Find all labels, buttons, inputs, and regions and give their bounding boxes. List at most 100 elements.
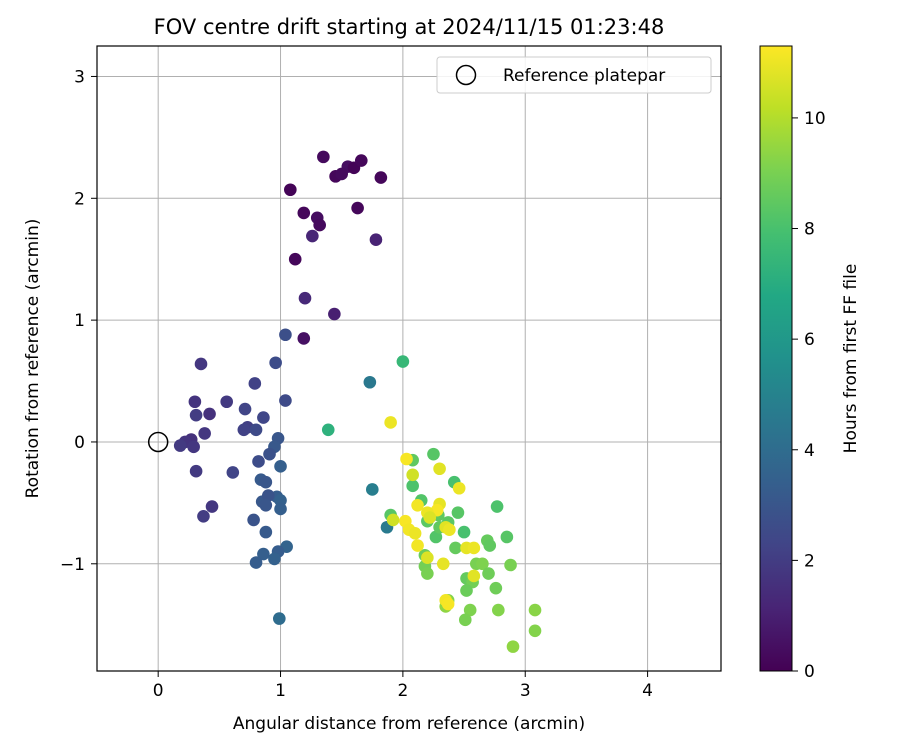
data-point (351, 201, 364, 215)
data-point (328, 307, 341, 321)
data-point (528, 624, 542, 638)
data-point (238, 402, 252, 416)
data-point (288, 252, 302, 266)
data-point (458, 613, 472, 627)
legend-entry-label: Reference platepar (503, 66, 665, 86)
data-point (354, 154, 368, 167)
data-point (297, 206, 311, 220)
colorbar-tick-label: 8 (804, 220, 815, 240)
data-point (249, 556, 263, 569)
data-point (226, 466, 240, 479)
data-point (427, 447, 440, 461)
y-tick-label: 2 (74, 189, 85, 209)
data-point (467, 569, 481, 583)
data-point (261, 489, 275, 502)
y-tick-label: 3 (74, 67, 85, 87)
data-point (198, 427, 211, 440)
data-point (259, 525, 273, 539)
colorbar-tick-label: 6 (804, 330, 815, 350)
data-point (189, 408, 203, 422)
data-point (173, 439, 187, 452)
legend-box (436, 56, 712, 94)
data-point (249, 423, 263, 437)
data-point (263, 447, 276, 461)
plot-area-frame (96, 45, 722, 672)
data-point (269, 356, 282, 370)
x-tick-label: 0 (153, 681, 164, 701)
data-point (441, 597, 455, 611)
data-point (460, 584, 473, 597)
data-point (321, 423, 335, 437)
data-point (247, 513, 260, 527)
data-point (188, 395, 202, 409)
data-point (500, 530, 514, 544)
data-point (374, 171, 388, 184)
legend-marker (455, 64, 477, 86)
data-point (313, 218, 326, 232)
data-point (490, 500, 504, 513)
data-point (386, 513, 400, 527)
reference-layer (147, 431, 169, 453)
data-point (421, 551, 434, 564)
data-point (203, 407, 216, 421)
data-point (528, 603, 542, 617)
data-point (452, 481, 466, 495)
data-point (384, 416, 397, 429)
data-point (443, 523, 456, 536)
data-point (433, 462, 446, 476)
y-axis-label: Rotation from reference (arcmin) (23, 219, 43, 499)
data-point (335, 167, 349, 181)
data-point (365, 483, 379, 496)
data-point (257, 411, 270, 424)
data-point (492, 603, 505, 617)
data-point (406, 479, 419, 493)
data-point (273, 612, 286, 625)
x-axis-label: Angular distance from reference (arcmin) (233, 714, 585, 734)
data-point (489, 581, 503, 595)
data-points (173, 150, 542, 653)
grid-layer (97, 46, 721, 671)
data-point (317, 150, 330, 164)
data-point (274, 502, 287, 516)
data-point (451, 506, 465, 519)
data-point (187, 440, 200, 454)
data-point (197, 509, 210, 523)
legend: Reference platepar (436, 56, 712, 94)
data-point (284, 183, 297, 197)
data-point (297, 332, 311, 345)
data-point (482, 567, 495, 580)
x-tick-label: 3 (520, 681, 531, 701)
axis-ticks: 0 1 2 3 4 −1 0 1 2 3 (60, 67, 653, 701)
data-point (220, 395, 233, 409)
data-point (467, 541, 481, 555)
data-point (411, 499, 424, 512)
data-point (205, 500, 219, 513)
y-tick-label: 0 (74, 433, 85, 453)
data-point (436, 557, 450, 571)
colorbar: 0 2 4 6 8 10 Hours from first FF file (759, 45, 861, 682)
data-point (406, 468, 419, 482)
data-point (396, 355, 410, 368)
data-point (411, 539, 424, 552)
data-point (476, 557, 489, 571)
colorbar-gradient (759, 45, 793, 672)
data-point (259, 475, 273, 489)
data-point (421, 567, 434, 580)
data-point (408, 527, 422, 540)
data-point (449, 541, 462, 555)
y-tick-label: 1 (74, 311, 85, 331)
data-point (259, 499, 273, 512)
data-point (504, 558, 517, 572)
data-point (279, 394, 292, 407)
data-point (306, 229, 319, 243)
y-tick-label: −1 (60, 555, 85, 575)
data-point (457, 525, 471, 539)
colorbar-tick-label: 2 (804, 551, 815, 571)
data-point (506, 640, 520, 653)
data-point (268, 552, 281, 566)
data-point (400, 452, 413, 466)
colorbar-tick-label: 0 (804, 662, 815, 682)
x-tick-label: 1 (275, 681, 286, 701)
data-point (363, 375, 377, 389)
